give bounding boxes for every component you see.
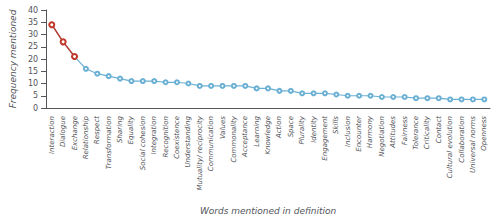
- svg-text:Sharing: Sharing: [116, 115, 124, 142]
- svg-text:Social cohesion: Social cohesion: [139, 116, 147, 170]
- svg-text:Learning: Learning: [253, 115, 261, 146]
- svg-text:Relationship: Relationship: [82, 115, 90, 159]
- svg-text:Fairness: Fairness: [401, 116, 409, 146]
- svg-text:5: 5: [33, 91, 38, 100]
- svg-text:Criticality: Criticality: [423, 115, 431, 149]
- svg-text:Values: Values: [219, 116, 227, 139]
- svg-text:Transformation: Transformation: [105, 116, 113, 169]
- svg-text:Dialogue: Dialogue: [59, 116, 67, 147]
- svg-text:20: 20: [28, 55, 38, 64]
- svg-text:Attitudes: Attitudes: [389, 116, 397, 149]
- svg-text:15: 15: [28, 67, 38, 76]
- svg-text:Mutuality/ reciprocity: Mutuality/ reciprocity: [196, 115, 204, 190]
- svg-text:Exchange: Exchange: [71, 116, 79, 150]
- svg-text:Identity: Identity: [310, 115, 318, 143]
- svg-text:Universal norms: Universal norms: [469, 116, 477, 173]
- svg-text:40: 40: [28, 6, 38, 15]
- svg-text:Words mentioned in definition: Words mentioned in definition: [200, 206, 337, 216]
- svg-text:Coexistence: Coexistence: [173, 116, 181, 159]
- svg-text:30: 30: [28, 30, 38, 39]
- svg-text:Skills: Skills: [332, 116, 340, 134]
- svg-text:Encounter: Encounter: [355, 115, 363, 152]
- svg-text:Action: Action: [275, 116, 283, 139]
- svg-text:Engagement: Engagement: [321, 116, 329, 161]
- svg-text:Harmony: Harmony: [366, 115, 374, 148]
- svg-text:Collaboration: Collaboration: [458, 116, 466, 163]
- svg-text:10: 10: [28, 79, 38, 88]
- svg-text:Knowledge: Knowledge: [264, 116, 272, 154]
- svg-text:Cultural evolution: Cultural evolution: [446, 116, 454, 178]
- svg-text:35: 35: [28, 18, 38, 27]
- svg-text:Contact: Contact: [435, 116, 443, 143]
- svg-text:Tolerance: Tolerance: [412, 116, 420, 150]
- svg-text:25: 25: [28, 42, 38, 51]
- svg-text:Space: Space: [287, 116, 295, 137]
- svg-text:Inclusion: Inclusion: [344, 116, 352, 147]
- svg-text:Commonality: Commonality: [230, 115, 238, 162]
- svg-text:Openness: Openness: [480, 116, 488, 151]
- svg-text:Understanding: Understanding: [184, 115, 192, 167]
- svg-text:Interaction: Interaction: [48, 116, 56, 154]
- svg-text:Respect: Respect: [93, 116, 101, 144]
- svg-text:Communication: Communication: [207, 116, 215, 171]
- svg-text:Equality: Equality: [127, 115, 135, 144]
- svg-text:Recognition: Recognition: [162, 116, 170, 158]
- svg-text:Frequency mentioned: Frequency mentioned: [8, 9, 18, 108]
- svg-text:Integration: Integration: [150, 116, 158, 155]
- svg-text:Acceptance: Acceptance: [241, 116, 249, 158]
- svg-text:Negotiation: Negotiation: [378, 116, 386, 157]
- svg-text:Plurality: Plurality: [298, 115, 306, 144]
- svg-text:0: 0: [33, 104, 38, 113]
